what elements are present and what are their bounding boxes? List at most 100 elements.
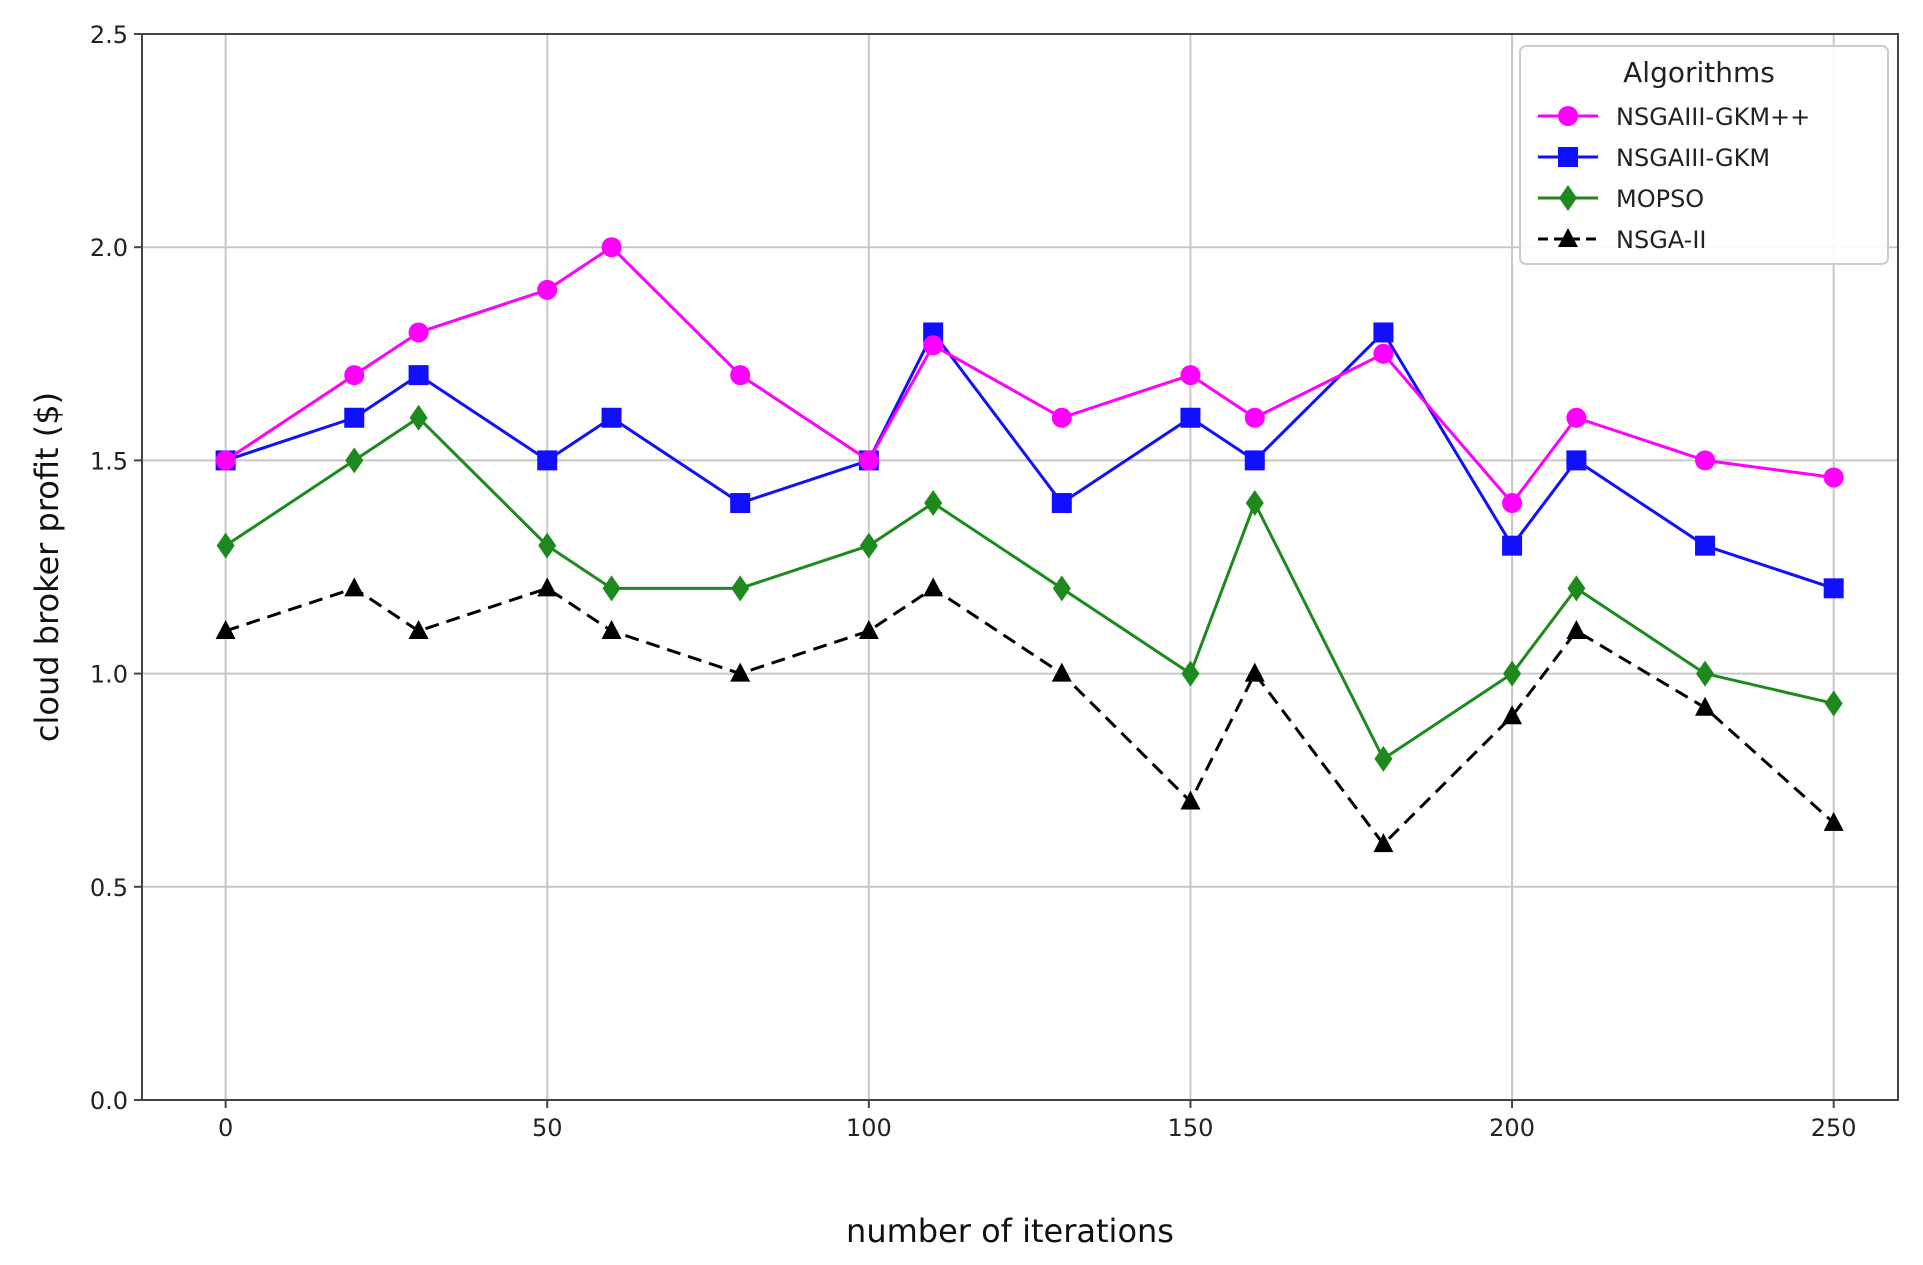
data-point: [1051, 493, 1072, 514]
data-point: [923, 577, 944, 597]
series-mopso: [216, 404, 1843, 772]
series-line: [224, 245, 1834, 505]
data-point: [1567, 575, 1586, 602]
y-tick-label: 1.0: [90, 661, 128, 689]
data-point: [1695, 450, 1716, 471]
data-point: [858, 450, 879, 471]
data-point: [215, 450, 236, 471]
data-point: [1823, 578, 1844, 599]
data-point: [344, 577, 365, 597]
data-point: [1566, 450, 1587, 471]
data-point: [1503, 660, 1522, 687]
data-point: [1502, 535, 1523, 556]
data-point: [601, 619, 622, 639]
data-point: [859, 532, 878, 559]
data-point: [730, 662, 751, 682]
data-point: [537, 279, 558, 300]
y-tick-label: 2.0: [90, 234, 128, 262]
data-point: [731, 575, 750, 602]
data-point: [1695, 696, 1716, 716]
series-nsga-ii: [215, 577, 1844, 853]
data-point: [409, 404, 428, 431]
y-tick-label: 0.0: [90, 1087, 128, 1115]
y-tick-label: 0.5: [90, 874, 128, 902]
legend-entry: MOPSO: [1538, 185, 1704, 213]
data-point: [1823, 467, 1844, 488]
legend-marker: [1558, 106, 1578, 126]
data-point: [1373, 343, 1394, 364]
x-tick-label: 250: [1811, 1114, 1857, 1142]
legend-entry: NSGA-II: [1538, 226, 1707, 254]
data-point: [1502, 705, 1523, 725]
data-point: [601, 237, 622, 258]
legend-box: [1519, 45, 1889, 265]
legend: Algorithms NSGAIII-GKM++ NSGAIII-GKM MOPSO N…: [1519, 45, 1889, 265]
data-point: [408, 322, 429, 343]
legend-entry: NSGAIII-GKM: [1538, 144, 1770, 172]
y-tick-label: 1.5: [90, 447, 128, 475]
x-tick-label: 100: [846, 1114, 892, 1142]
data-point: [1566, 619, 1587, 639]
data-point: [1244, 450, 1265, 471]
data-point: [1244, 662, 1265, 682]
legend-label: MOPSO: [1616, 185, 1704, 213]
legend-label: NSGAIII-GKM: [1616, 144, 1770, 172]
x-tick-label: 200: [1489, 1114, 1535, 1142]
data-point: [602, 575, 621, 602]
legend-marker: [1558, 147, 1578, 167]
x-tick-label: 0: [218, 1114, 233, 1142]
data-point: [1502, 493, 1523, 514]
data-point: [1245, 490, 1264, 517]
data-point: [924, 490, 943, 517]
data-point: [1180, 790, 1201, 810]
x-tick-label: 150: [1168, 1114, 1214, 1142]
data-point: [1373, 833, 1394, 853]
data-point: [1374, 745, 1393, 772]
data-point: [1181, 660, 1200, 687]
data-point: [1244, 407, 1265, 428]
data-point: [730, 365, 751, 386]
data-point: [1180, 407, 1201, 428]
data-point: [344, 365, 365, 386]
data-point: [408, 365, 429, 386]
legend-title: Algorithms: [1623, 56, 1775, 89]
y-axis-label: cloud broker profit ($): [28, 392, 66, 742]
data-point: [923, 335, 944, 356]
plot-frame: [141, 33, 1899, 1101]
data-point: [1052, 575, 1071, 602]
data-point: [538, 532, 557, 559]
data-point: [1696, 660, 1715, 687]
legend-marker: [1558, 228, 1578, 247]
data-point: [1051, 662, 1072, 682]
series-line: [225, 586, 1835, 846]
series-line: [225, 330, 1835, 590]
series-line: [224, 416, 1835, 761]
data-point: [408, 619, 429, 639]
legend-label: NSGA-II: [1616, 226, 1707, 254]
data-point: [1824, 690, 1843, 717]
legend-entry: NSGAIII-GKM++: [1538, 103, 1810, 131]
data-point: [537, 450, 558, 471]
data-point: [345, 447, 364, 474]
x-axis-label: number of iterations: [846, 1212, 1174, 1250]
data-point: [1823, 811, 1844, 831]
data-point: [1180, 365, 1201, 386]
x-tick-label: 50: [532, 1114, 563, 1142]
series-nsgaiii-gkm-: [215, 237, 1844, 514]
axis-ticks: 0 50 100 150 200 250 0.0 0.5 1.0 1.5 2.0 2.5: [90, 21, 1857, 1142]
series-group: [215, 237, 1844, 853]
data-point: [601, 407, 622, 428]
data-point: [344, 407, 365, 428]
data-point: [216, 532, 235, 559]
legend-label: NSGAIII-GKM++: [1616, 103, 1810, 131]
legend-marker: [1559, 185, 1577, 211]
data-point: [730, 493, 751, 514]
data-point: [1695, 535, 1716, 556]
data-point: [537, 577, 558, 597]
data-point: [1566, 407, 1587, 428]
data-point: [858, 619, 879, 639]
data-point: [1373, 322, 1394, 343]
data-point: [1051, 407, 1072, 428]
y-tick-label: 2.5: [90, 21, 128, 49]
